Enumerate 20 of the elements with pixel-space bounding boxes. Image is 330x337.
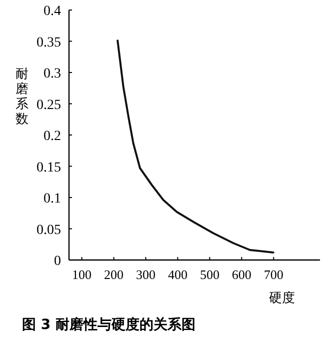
y-axis-title: 耐磨系数	[16, 67, 28, 127]
line-series	[116, 40, 274, 254]
y-tick-label: 0.2	[44, 129, 61, 144]
y-tick-label: 0.3	[44, 66, 61, 82]
y-tick-label: 0.35	[36, 35, 61, 50]
y-tick-label: 0.1	[44, 192, 61, 206]
x-tick-label: 100	[72, 267, 92, 282]
y-tick-label: 0.4	[44, 4, 61, 19]
x-tick-label: 500	[200, 267, 220, 282]
y-tick-label: 0.25	[36, 98, 61, 113]
text: 图 3 耐磨性与硬度的关系图	[22, 316, 196, 333]
y-tick-label: 0	[54, 254, 61, 269]
x-tick-label: 400	[168, 267, 188, 282]
x-tick-label: 700	[264, 267, 284, 282]
x-tick-label: 300	[136, 267, 156, 282]
x-axis-title: 硬度	[269, 290, 295, 306]
y-tick-label: 0.05	[36, 222, 61, 238]
x-tick-label: 600	[232, 267, 252, 282]
x-tick-label: 200	[104, 267, 124, 282]
y-tick-label: 0.15	[36, 160, 61, 176]
